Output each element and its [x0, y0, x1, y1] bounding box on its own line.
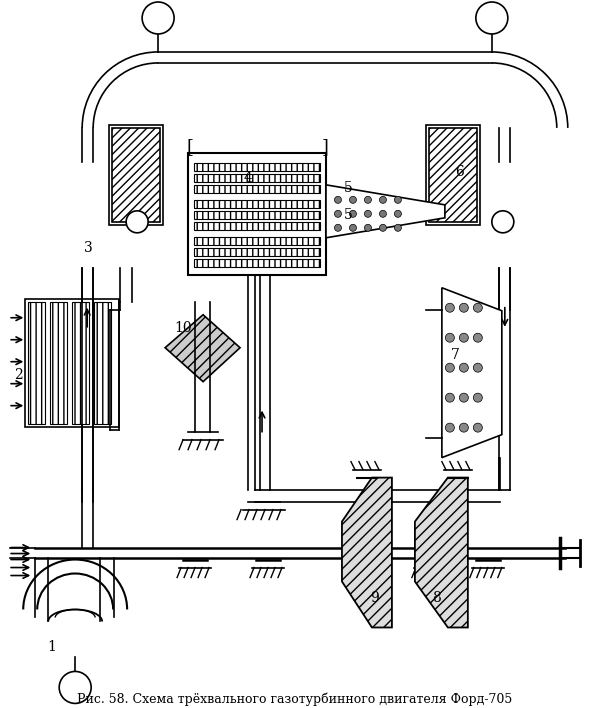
- Circle shape: [473, 423, 483, 432]
- Circle shape: [142, 2, 174, 34]
- Bar: [72, 302, 89, 423]
- Text: 7: 7: [450, 348, 459, 362]
- Bar: [50, 302, 67, 423]
- Circle shape: [460, 333, 468, 342]
- Text: 8: 8: [432, 590, 441, 605]
- Circle shape: [335, 196, 342, 203]
- Bar: [194, 236, 320, 245]
- Circle shape: [349, 210, 356, 217]
- Text: ]: ]: [322, 138, 329, 156]
- Bar: [94, 302, 111, 423]
- Text: 3: 3: [84, 241, 93, 255]
- Circle shape: [59, 671, 91, 704]
- Circle shape: [460, 393, 468, 402]
- Circle shape: [335, 224, 342, 232]
- Circle shape: [492, 211, 514, 233]
- Polygon shape: [415, 478, 468, 627]
- Circle shape: [460, 303, 468, 312]
- Bar: [429, 128, 477, 222]
- Circle shape: [445, 303, 454, 312]
- Circle shape: [395, 224, 401, 232]
- Circle shape: [476, 2, 508, 34]
- Circle shape: [379, 210, 386, 217]
- Text: 9: 9: [371, 590, 379, 605]
- Circle shape: [460, 363, 468, 372]
- Circle shape: [473, 393, 483, 402]
- Circle shape: [473, 303, 483, 312]
- Text: Рис. 58. Схема трёхвального газотурбинного двигателя Форд-705: Рис. 58. Схема трёхвального газотурбинно…: [77, 692, 513, 706]
- Polygon shape: [442, 287, 502, 457]
- Text: 1: 1: [48, 641, 57, 654]
- Circle shape: [445, 333, 454, 342]
- Bar: [426, 125, 480, 225]
- Circle shape: [335, 210, 342, 217]
- Bar: [194, 185, 320, 193]
- Circle shape: [365, 224, 372, 232]
- Polygon shape: [165, 315, 240, 382]
- Circle shape: [349, 196, 356, 203]
- Bar: [194, 259, 320, 267]
- Bar: [112, 128, 160, 222]
- Text: [: [: [186, 138, 193, 156]
- Bar: [109, 125, 163, 225]
- Bar: [194, 248, 320, 256]
- Circle shape: [365, 196, 372, 203]
- Text: 5: 5: [343, 181, 352, 195]
- Circle shape: [445, 393, 454, 402]
- Circle shape: [445, 363, 454, 372]
- Polygon shape: [342, 478, 392, 627]
- Circle shape: [445, 423, 454, 432]
- Bar: [25, 299, 119, 427]
- Polygon shape: [326, 185, 445, 238]
- Circle shape: [473, 363, 483, 372]
- Bar: [194, 222, 320, 230]
- Circle shape: [379, 196, 386, 203]
- Bar: [28, 302, 45, 423]
- Text: 10: 10: [174, 321, 192, 335]
- Circle shape: [473, 333, 483, 342]
- Circle shape: [460, 423, 468, 432]
- Text: 6: 6: [455, 165, 464, 179]
- Bar: [194, 200, 320, 208]
- Circle shape: [126, 211, 148, 233]
- Circle shape: [395, 196, 401, 203]
- Circle shape: [349, 224, 356, 232]
- Text: 4: 4: [244, 171, 253, 185]
- Circle shape: [365, 210, 372, 217]
- Text: 2: 2: [14, 367, 22, 382]
- Bar: [194, 163, 320, 171]
- Bar: [194, 174, 320, 182]
- Circle shape: [379, 224, 386, 232]
- Text: 5: 5: [343, 208, 352, 222]
- Bar: [188, 153, 326, 275]
- Circle shape: [395, 210, 401, 217]
- Bar: [194, 211, 320, 219]
